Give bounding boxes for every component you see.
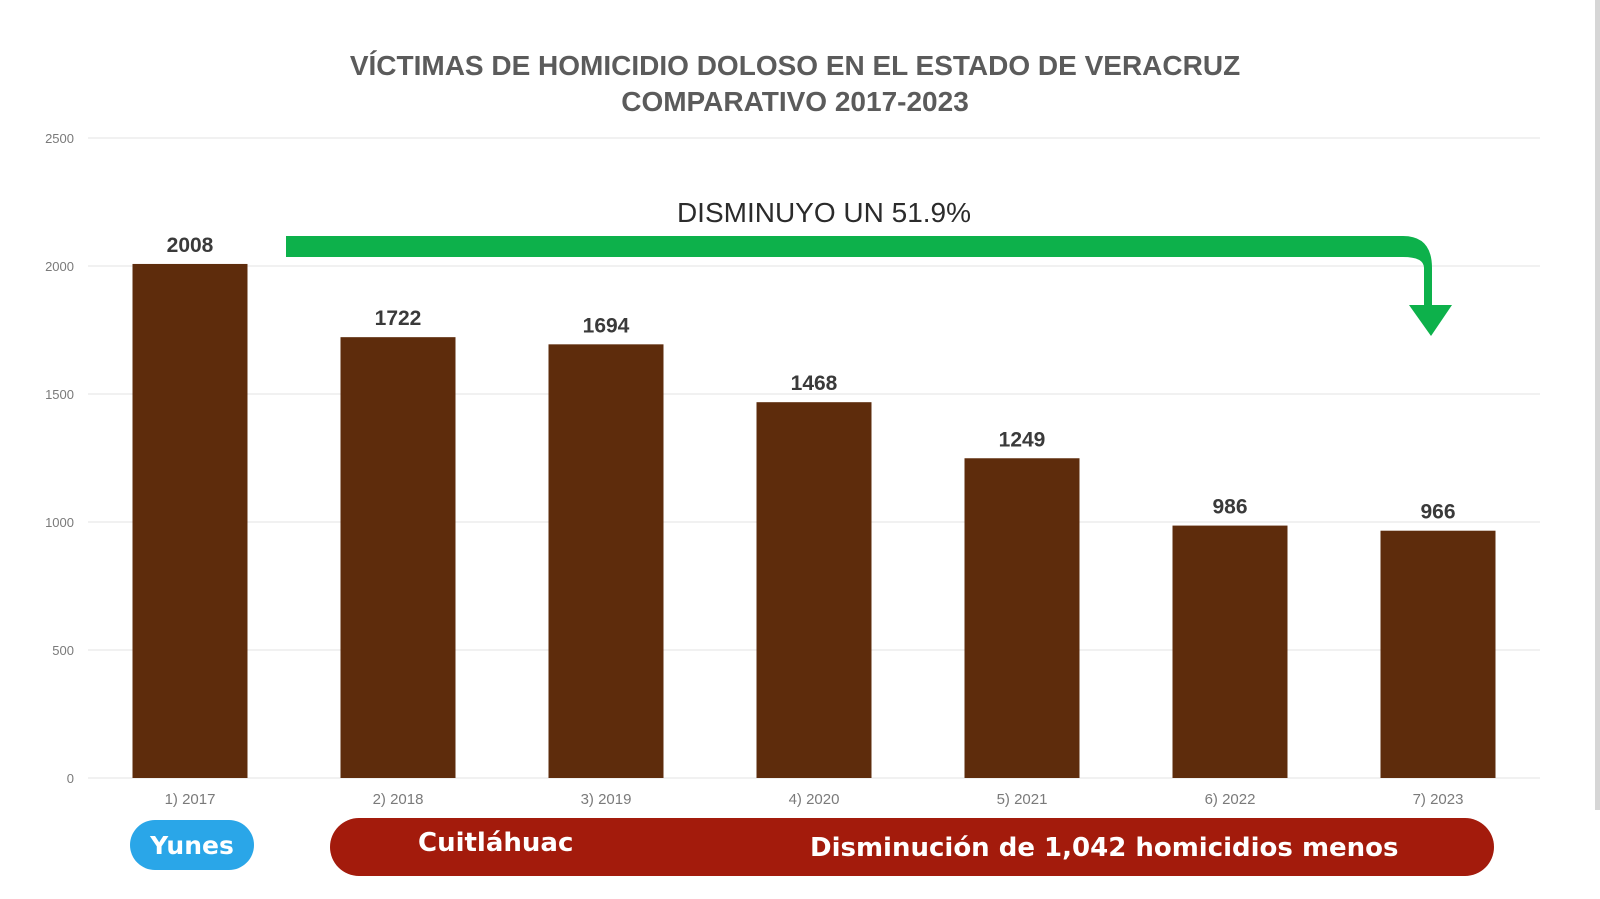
x-tick-label: 4) 2020 [789,791,840,808]
decrease-arrow [286,236,1452,336]
x-tick-label: 1) 2017 [165,791,216,808]
bar [1172,525,1288,778]
bar [756,402,872,778]
y-tick-label: 2000 [45,259,74,274]
bars: 2008 1722 1694 1468 1249 986 966 [132,234,1496,778]
y-tick-label: 500 [52,643,74,658]
x-tick-label: 5) 2021 [997,791,1048,808]
bar-value-label: 1468 [791,372,838,395]
bar [964,458,1080,778]
decrease-summary: Disminución de 1,042 homicidios menos [810,833,1399,863]
bar [1380,530,1496,778]
y-tick-label: 0 [67,771,74,786]
bar-value-label: 966 [1420,501,1455,524]
bar [340,337,456,778]
x-tick-label: 7) 2023 [1413,791,1464,808]
yunes-pill: Yunes [130,820,254,870]
y-tick-label: 2500 [45,131,74,146]
x-tick-label: 2) 2018 [373,791,424,808]
y-axis: 0 500 1000 1500 2000 2500 [45,131,74,786]
decrease-annotation: DISMINUYO UN 51.9% [286,197,1452,336]
bar [132,263,248,778]
x-tick-label: 6) 2022 [1205,791,1256,808]
y-tick-label: 1000 [45,515,74,530]
cuitlahuac-label: Cuitláhuac [418,828,574,858]
cuitlahuac-pill: Cuitláhuac Disminución de 1,042 homicidi… [330,818,1494,876]
bar-value-label: 1722 [375,307,422,330]
right-edge-divider [1595,0,1600,810]
bar [548,344,664,778]
chart-title: VÍCTIMAS DE HOMICIDIO DOLOSO EN EL ESTAD… [350,50,1240,81]
bar-chart: VÍCTIMAS DE HOMICIDIO DOLOSO EN EL ESTAD… [45,50,1540,808]
x-axis: 1) 2017 2) 2018 3) 2019 4) 2020 5) 2021 6) 20… [165,791,1464,808]
chart-subtitle: COMPARATIVO 2017-2023 [621,86,969,117]
y-tick-label: 1500 [45,387,74,402]
bar-value-label: 1249 [999,428,1046,451]
bar-value-label: 2008 [167,234,214,257]
yunes-label: Yunes [150,830,234,860]
annotation-label: DISMINUYO UN 51.9% [677,197,971,228]
bar-value-label: 1694 [583,314,630,337]
x-tick-label: 3) 2019 [581,791,632,808]
bar-value-label: 986 [1212,496,1247,519]
